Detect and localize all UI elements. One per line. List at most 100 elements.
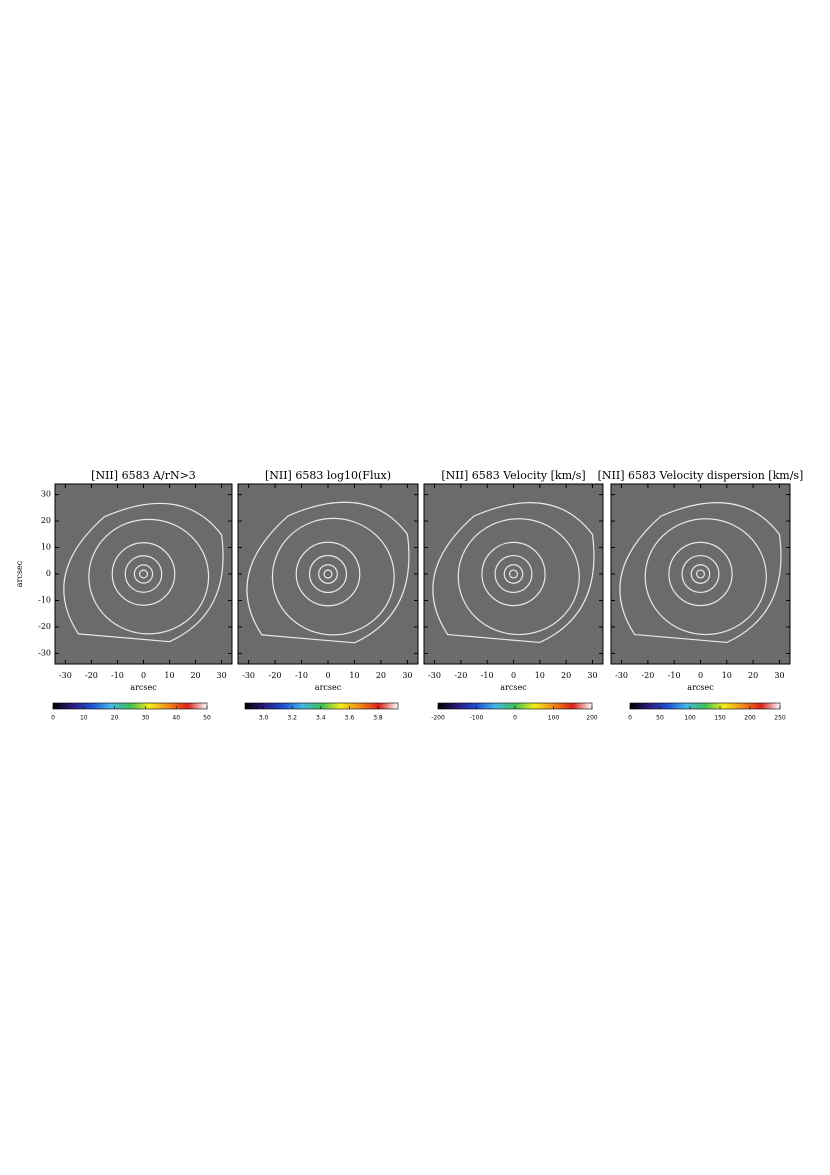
y-tick-label: -10 [38, 595, 51, 604]
colorbar-tick-label: 250 [774, 715, 786, 722]
panel: [NII] 6583 A/rN>3-30 -20 -10 0 10 20 30arcsec-… [15, 469, 233, 692]
x-axis-label: arcsec [315, 683, 342, 692]
x-tick-label: 20 [748, 671, 758, 680]
contour [138, 569, 149, 579]
contour [323, 569, 333, 579]
map-background [424, 484, 603, 664]
colorbar-tick-label: 50 [656, 715, 664, 722]
contour [124, 555, 163, 593]
panel: [NII] 6583 Velocity dispersion [km/s] -30… [598, 469, 804, 692]
x-tick-label: 30 [402, 671, 412, 680]
colorbar-tick-label: 30 [142, 715, 150, 722]
x-tick-label: -20 [269, 671, 282, 680]
x-tick-label: -30 [242, 671, 255, 680]
contour [695, 569, 706, 579]
colorbar-tick-label: 200 [744, 715, 756, 722]
x-tick-label: -10 [481, 671, 494, 680]
panel-title: [NII] 6583 log10(Flux) [265, 469, 391, 482]
x-tick-label: -10 [295, 671, 308, 680]
contour [690, 564, 711, 584]
x-tick-label: 10 [722, 671, 732, 680]
colorbar-tick-label: 10 [80, 715, 88, 722]
y-tick-label: 20 [41, 516, 51, 525]
x-axis-label: arcsec [130, 683, 157, 692]
colorbar-tick-label: -100 [470, 715, 484, 722]
x-tick-label: 30 [216, 671, 226, 680]
x-tick-label: 0 [698, 671, 703, 680]
x-tick-label: 30 [774, 671, 784, 680]
colorbar-tick-label: -200 [431, 715, 445, 722]
colorbar-tick-label: 150 [714, 715, 726, 722]
y-tick-label: 10 [41, 543, 51, 552]
colorbar: -200 -100 0 100 200 [431, 702, 598, 722]
colorbar-scale [629, 702, 781, 710]
contour [295, 541, 361, 607]
contour [481, 541, 546, 607]
contour [619, 502, 782, 644]
panel: [NII] 6583 log10(Flux) -30 -20 -10 0 10 20 30 ar… [237, 469, 419, 692]
colorbar-tick-label: 0 [628, 715, 632, 722]
contour [503, 564, 524, 584]
panel-title: [NII] 6583 Velocity [km/s] [441, 469, 585, 482]
x-tick-label: -30 [615, 671, 628, 680]
colorbar-tick-label: 40 [172, 715, 180, 722]
x-tick-label: -30 [59, 671, 72, 680]
y-tick-label: -20 [38, 622, 51, 631]
x-tick-label: 20 [190, 671, 200, 680]
x-tick-label: 0 [141, 671, 146, 680]
colorbar-tick-label: 0 [51, 715, 55, 722]
contour [508, 569, 519, 579]
colorbar-tick-label: 0 [513, 715, 517, 722]
colorbar-tick-label: 20 [111, 715, 119, 722]
x-tick-label: 10 [164, 671, 174, 680]
panel: [NII] 6583 Velocity [km/s] -30 -20 -10 0 10 20… [423, 469, 604, 692]
colorbar-scale [52, 702, 208, 710]
colorbar-scale [244, 702, 399, 710]
x-axis-label: arcsec [687, 683, 714, 692]
x-tick-label: -20 [641, 671, 654, 680]
contour [246, 501, 410, 644]
colorbar-tick-label: 3.6 [345, 715, 355, 722]
contour [494, 554, 533, 594]
x-tick-label: -10 [111, 671, 124, 680]
contour [457, 518, 580, 636]
colorbar: 3.0 3.2 3.4 3.6 3.8 [244, 702, 399, 722]
y-tick-label: 30 [41, 490, 51, 499]
map-background [55, 484, 232, 664]
y-tick-label: 0 [46, 569, 51, 578]
x-tick-label: 20 [561, 671, 571, 680]
colorbar-tick-label: 100 [684, 715, 696, 722]
contour [133, 564, 154, 584]
x-tick-label: 10 [349, 671, 359, 680]
x-tick-label: 10 [535, 671, 545, 680]
contour [668, 541, 733, 607]
x-tick-label: -20 [85, 671, 98, 680]
x-tick-label: -10 [668, 671, 681, 680]
contour [271, 517, 395, 636]
colorbar: 0 10 20 30 40 50 [51, 702, 211, 722]
x-tick-label: -20 [454, 671, 467, 680]
contour [63, 502, 224, 643]
map-background [611, 484, 790, 664]
colorbar-tick-label: 3.8 [373, 715, 383, 722]
x-tick-label: -30 [428, 671, 441, 680]
contour [308, 554, 348, 594]
y-tick-label: -30 [38, 648, 51, 657]
colorbar-tick-label: 3.4 [316, 715, 326, 722]
contour [644, 518, 767, 636]
colorbar-tick-label: 100 [548, 715, 560, 722]
colorbar-tick-label: 3.2 [287, 715, 297, 722]
map-background [238, 484, 418, 664]
y-axis-label: arcsec [15, 560, 24, 587]
x-tick-label: 0 [511, 671, 516, 680]
contour [111, 542, 176, 606]
contour [318, 564, 338, 584]
contour [88, 518, 210, 635]
colorbar-tick-label: 200 [586, 715, 598, 722]
colorbar-tick-label: 3.0 [259, 715, 269, 722]
colorbar: 0 50 100 150 200 250 [628, 702, 786, 722]
x-axis-label: arcsec [500, 683, 527, 692]
panel-title: [NII] 6583 A/rN>3 [91, 469, 196, 482]
x-tick-label: 30 [587, 671, 597, 680]
